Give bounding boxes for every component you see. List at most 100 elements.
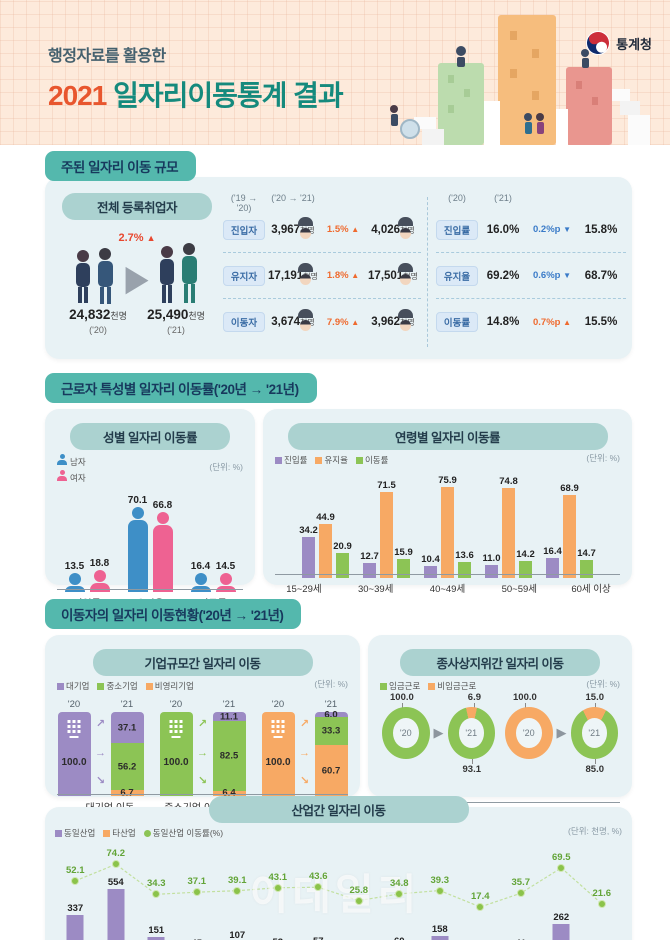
donut-pair: 100.0 6.9 '20 ▶ '21 93.1 [382, 692, 495, 796]
rate-value: 52.1 [66, 864, 85, 876]
page-title: 2021 일자리이동통계 결과 [48, 74, 344, 114]
gender-panel: 성별 일자리 이동률 남자 여자 (단위: %) 13.5 18.8 70.1 66.… [45, 409, 255, 610]
age-bar: 74.8 [499, 476, 518, 578]
page-header: 행정자료를 활용한 2021 일자리이동통계 결과 [0, 0, 670, 145]
firm-chart: '20 100.0 ↗ → ↘ '21 37.1 56.2 6.7'20 100.0 ↗ → ↘ '21 1… [57, 692, 348, 814]
rate-value: 37.1 [187, 876, 207, 888]
person-bar: 70.1 [127, 495, 148, 592]
donut-arrow: ▶ [433, 725, 444, 740]
industry-column: 39.3 158 [420, 843, 461, 940]
korea-emblem-icon [586, 31, 611, 55]
person-bar: 16.4 [190, 561, 211, 592]
rate-dot [516, 889, 525, 898]
rate-value: 34.8 [390, 877, 409, 889]
worker-group-2020 [76, 248, 114, 304]
industry-panel: 산업간 일자리 이동 동일산업 타산업 동일산업 이동률(%) (단위: 천명,… [45, 796, 632, 940]
same-industry-value: 45 [191, 938, 202, 940]
person-bar: 14.5 [215, 561, 236, 592]
person-bar: 13.5 [64, 561, 85, 592]
person-bar: 18.8 [89, 558, 110, 592]
firm-group: '20 100.0 ↗ → ↘ '21 6.0 33.3 60.7 [261, 699, 348, 796]
status-chart-title: 종사상지위간 일자리 이동 [400, 649, 600, 676]
firm-chart-title: 기업규모간 일자리 이동 [92, 649, 313, 676]
legend-square-orange [315, 457, 323, 464]
firm-segment: 6.4 [212, 789, 246, 798]
firm-unit: (단위: %) [314, 679, 348, 689]
rate-value: 35.7 [511, 877, 531, 889]
age-bar: 16.4 [543, 546, 562, 578]
counts-row-entrants: 진입자 3,967천명 1.5% ▲ 4,026천명 [223, 207, 421, 253]
rate-dot [597, 899, 606, 908]
age-bar: 75.9 [438, 475, 457, 578]
donut-2020: '20 [505, 707, 553, 759]
industry-column: 43.1 53 [258, 843, 299, 940]
donut-2020: '20 [382, 707, 430, 759]
rate-dot [435, 886, 444, 895]
age-category-label: 50~59세 [501, 584, 537, 595]
age-chart: 34.2 44.9 20.9 12.7 71.5 15.9 10.4 75.9 13.6 11.0… [275, 466, 620, 595]
same-industry-value: 35 [596, 939, 607, 940]
rate-value: 39.1 [228, 874, 247, 886]
rate-value: 17.4 [471, 890, 490, 902]
rates-row-stay: 유지율 69.2% 0.6%p ▼ 68.7% [436, 253, 626, 299]
section-main-job-move-scale: 주된 일자리 이동 규모 전체 등록취업자 2.7% ▲ ▶ [45, 151, 632, 359]
agency-name: 통계청 [616, 36, 652, 52]
section1-panel: 전체 등록취업자 2.7% ▲ ▶ 24,832천명 [45, 177, 632, 359]
age-bar: 13.6 [455, 550, 474, 578]
same-industry-value: 337 [67, 902, 84, 914]
same-industry-bar [431, 936, 449, 940]
same-industry-value: 107 [229, 930, 246, 940]
transition-arrows: ↗ → ↘ [197, 717, 208, 788]
donut-pair: 100.0 15.0 '20 ▶ '21 85.0 [505, 692, 618, 796]
industry-column: 25.832 [339, 843, 380, 940]
age-bar: 20.9 [333, 541, 352, 578]
same-industry-bar [147, 936, 165, 940]
industry-column: 39.1 107 [217, 843, 258, 940]
age-bar-group: 11.0 74.8 14.2 [483, 476, 535, 578]
firm-bar-2021: 6.0 33.3 60.7 [314, 710, 348, 796]
gender-bar-group: 13.5 18.8 [64, 558, 110, 592]
gender-legend: 남자 여자 [57, 454, 86, 484]
total-box-title: 전체 등록취업자 [62, 193, 212, 220]
age-panel: 연령별 일자리 이동률 진입률 유지율 이동률 (단위: %) 34.2 44.9… [263, 409, 632, 595]
firm-bar-2020: 100.0 [159, 712, 193, 796]
same-industry-value: 151 [148, 924, 165, 936]
counts-row-stayers: 유지자 17,191천명 1.8% ▲ 17,501천명 [223, 253, 421, 299]
same-industry-value: 60 [394, 936, 405, 940]
age-bar: 68.9 [560, 483, 579, 578]
status-legend: 임금근로 비임금근로 [380, 680, 476, 692]
same-industry-value: 262 [553, 911, 570, 923]
buildings-illustration [390, 15, 650, 145]
transition-arrow: ▶ [125, 258, 149, 299]
industry-column: 34.8 60 [379, 843, 420, 940]
age-category-label: 30~39세 [357, 584, 394, 595]
total-registered-workers-box: 전체 등록취업자 2.7% ▲ ▶ 24,832천명 [57, 193, 217, 351]
age-bar: 44.9 [316, 512, 335, 578]
industry-column: 35.7 41 [501, 843, 542, 940]
rate-value: 21.6 [592, 887, 612, 899]
work-status-panel: 종사상지위간 일자리 이동 임금근로 비임금근로 (단위: %) 100.0 6.… [368, 635, 632, 821]
industry-unit: (단위: 천명, %) [568, 826, 622, 836]
age-bar-group: 10.4 75.9 13.6 [421, 475, 474, 578]
total-2021: 25,490천명 ('21) [147, 307, 205, 335]
industry-column: 37.1 45 [177, 843, 218, 940]
legend-square-large [57, 683, 64, 690]
section3-title: 이동자의 일자리 이동현황('20년 → '21년) [45, 599, 302, 629]
firm-segment: 33.3 [314, 717, 348, 746]
firm-size-panel: 기업규모간 일자리 이동 대기업 중소기업 비영리기업 (단위: %) '20 1… [45, 635, 360, 814]
same-industry-value: 41 [515, 938, 526, 940]
firm-segment: 56.2 [110, 743, 144, 791]
firm-group: '20 100.0 ↗ → ↘ '21 37.1 56.2 6.7 [57, 699, 144, 797]
legend-square-same-industry [55, 830, 62, 837]
firm-segment: 6.0 [314, 710, 348, 719]
gender-bar-group: 16.4 14.5 [190, 561, 236, 592]
building-icon [271, 720, 285, 738]
age-unit: (단위: %) [586, 453, 620, 463]
industry-column: 17.422 [460, 843, 501, 940]
rates-block: ('20) ('21) 진입률 16.0% 0.2%p ▼ 15.8% 유지율 … [436, 193, 626, 351]
firm-segment: 37.1 [110, 712, 144, 744]
workers-illustration: 2.7% ▲ ▶ [57, 226, 217, 304]
vertical-divider [427, 197, 428, 347]
firm-bar-2021: 11.1 82.5 6.4 [212, 712, 246, 798]
